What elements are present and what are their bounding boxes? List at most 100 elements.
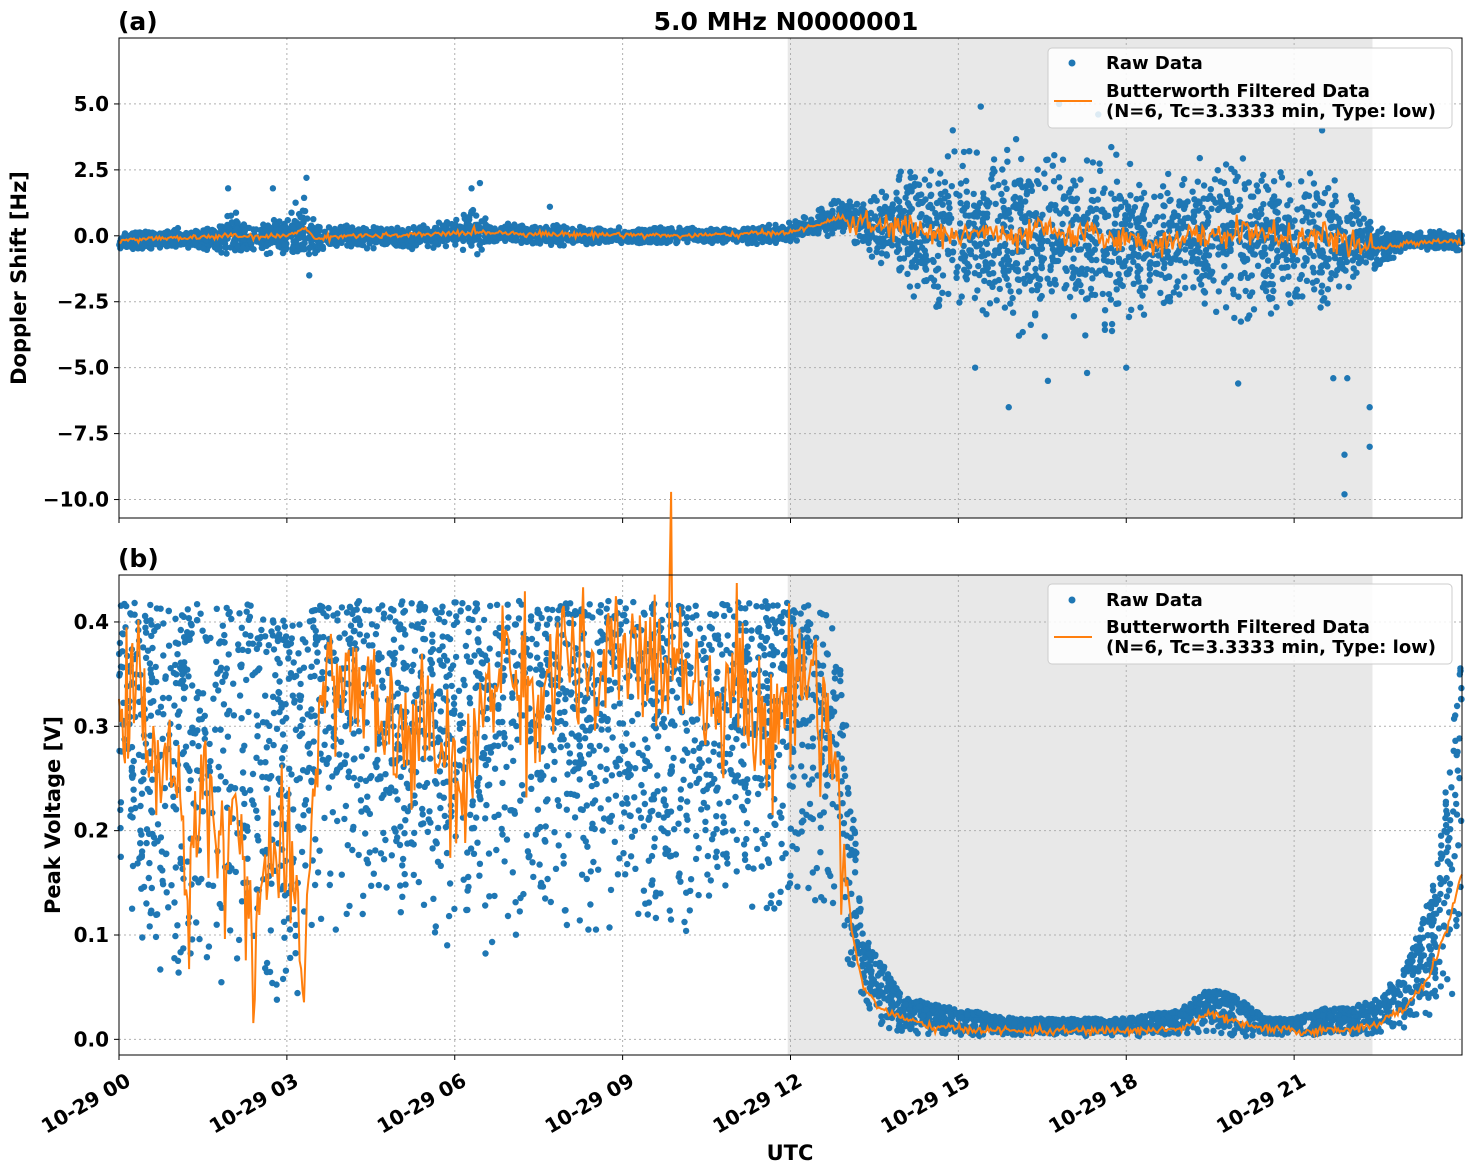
raw-data-point [1174,249,1182,256]
raw-data-point [1204,218,1212,225]
raw-data-point [949,256,956,264]
raw-data-point [1209,243,1216,250]
raw-data-point [343,222,350,229]
raw-data-point [699,237,707,245]
raw-data-point [942,188,949,195]
raw-data-point [982,259,989,266]
raw-data-point [910,293,917,300]
raw-data-point [1254,262,1262,269]
raw-data-point [1424,981,1432,988]
raw-data-point [286,649,293,656]
raw-data-point [986,300,994,307]
raw-data-point [1001,179,1008,186]
raw-data-point [713,813,720,820]
raw-data-point [1082,296,1090,303]
raw-data-point [578,871,586,878]
raw-data-point [1200,195,1207,202]
raw-data-point [598,726,605,733]
raw-data-point [856,232,863,240]
raw-data-point [1221,263,1228,270]
raw-data-point [1061,193,1068,200]
raw-data-point [1018,155,1025,163]
raw-data-point [914,181,921,188]
raw-data-outlier [476,179,484,187]
panel-b: 0.00.10.20.30.4 10-29 00 10-29 03 10-29 06… [37,491,1465,1165]
raw-data-point [1072,182,1079,189]
raw-data-point [432,239,439,247]
raw-data-point [877,259,885,267]
raw-data-point [1146,265,1154,272]
raw-data-point [1209,268,1216,275]
panel-a: 5.02.50.0−2.5−5.0−7.5−10.0 (a) 5.0 MHz N… [7,7,1466,523]
raw-data-point [666,907,673,914]
raw-data-point [1004,146,1011,154]
raw-data-point [1173,283,1180,291]
raw-data-point [1332,192,1339,199]
raw-data-point [608,237,615,244]
raw-data-point [1004,261,1012,268]
raw-data-point [163,889,170,896]
raw-data-point [860,201,867,208]
raw-data-point [661,786,668,793]
raw-data-point [792,222,799,229]
raw-data-point [1295,293,1302,300]
raw-data-point [1078,288,1085,296]
raw-data-point [1083,157,1091,164]
raw-data-point [1227,195,1235,202]
raw-data-point [835,220,843,228]
raw-data-point [1056,184,1064,191]
raw-data-point [316,847,323,854]
y-tick-label: −10.0 [43,488,109,512]
raw-data-point [1298,271,1305,279]
raw-data-point [801,773,808,780]
raw-data-point [1096,160,1103,167]
raw-data-point [946,204,953,212]
raw-data-point [241,227,248,235]
raw-data-point [1230,208,1237,215]
raw-data-point [1260,171,1267,179]
raw-data-point [912,194,920,202]
raw-data-point [281,223,289,231]
raw-data-point [972,203,980,210]
y-tick-label: −7.5 [57,422,109,446]
raw-data-point [1159,256,1167,263]
raw-data-point [817,213,825,220]
raw-data-point [1139,292,1146,299]
raw-data-point [230,240,237,247]
raw-data-point [518,782,526,789]
raw-data-point [1113,151,1120,158]
raw-data-point [1182,284,1189,292]
raw-data-point [1101,321,1109,328]
raw-data-point [1222,161,1230,168]
raw-data-point [895,176,903,183]
raw-data-point [273,820,280,828]
raw-data-point [1137,304,1144,311]
raw-data-point [928,191,935,198]
raw-data-point [1181,175,1188,183]
raw-data-point [317,915,325,922]
raw-data-point [1228,221,1235,229]
raw-data-point [1176,291,1183,298]
raw-data-point [714,863,721,870]
raw-data-point [424,237,432,245]
raw-data-point [950,239,958,247]
raw-data-point [956,220,964,227]
raw-data-point [1190,208,1197,215]
raw-data-point [934,252,942,260]
raw-data-point [1182,259,1189,266]
raw-data-point [450,222,457,229]
raw-data-point [591,238,599,246]
raw-data-point [1327,275,1334,283]
raw-data-point [1321,295,1328,302]
raw-data-point [1101,307,1109,314]
raw-data-point [878,188,886,195]
raw-data-point [1066,293,1074,301]
raw-data-point [923,277,930,284]
raw-data-point [459,246,467,253]
raw-data-point [1157,192,1164,200]
raw-data-point [1101,265,1108,272]
raw-data-point [281,623,289,630]
raw-data-point [1310,252,1317,260]
raw-data-point [1267,200,1274,208]
raw-data-point [904,189,911,196]
